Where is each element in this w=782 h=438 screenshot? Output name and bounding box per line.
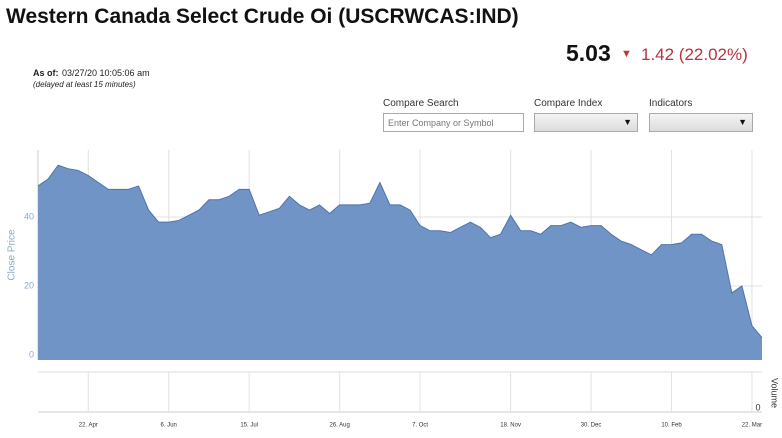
change: 1.42 (22.02%) <box>641 45 748 64</box>
delay-note: (delayed at least 15 minutes) <box>33 80 136 89</box>
indicators-label: Indicators <box>649 98 693 109</box>
x-tick-label: 6. Jun <box>161 423 177 429</box>
x-tick-label: 22. Apr <box>79 423 98 429</box>
x-tick-label: 26. Aug <box>329 423 349 429</box>
x-tick-label: 7. Oct <box>412 423 428 429</box>
as-of-label: As of: <box>33 68 59 78</box>
as-of: 03/27/20 10:05:06 am <box>62 68 150 78</box>
y-tick-label: 20 <box>24 280 34 290</box>
y-tick-label: 40 <box>24 211 34 221</box>
x-tick-label: 22. Mar <box>742 423 762 429</box>
volume-tick-label: 0 <box>755 402 760 412</box>
compare-index-label: Compare Index <box>534 98 603 109</box>
area <box>38 165 762 360</box>
compare-index-select[interactable]: ▼ <box>534 113 638 132</box>
x-tick-label: 30. Dec <box>581 423 602 429</box>
title: Western Canada Select Crude Oi (USCRWCAS… <box>6 5 519 28</box>
compare-search-label: Compare Search <box>383 98 459 109</box>
y-axis-label: Close Price <box>7 229 18 281</box>
search-input[interactable]: Enter Company or Symbol <box>383 113 524 132</box>
indicators-select[interactable]: ▼ <box>649 113 753 132</box>
y-tick-label: 0 <box>29 349 34 359</box>
x-tick-label: 18. Nov <box>500 423 521 429</box>
x-tick-label: 10. Feb <box>661 423 682 429</box>
volume-label: Volume <box>770 378 780 408</box>
x-tick-label: 15. Jul <box>240 423 258 429</box>
down-arrow: ▼ <box>621 48 632 60</box>
area-line <box>37 164 763 338</box>
price: 5.03 <box>566 40 611 66</box>
